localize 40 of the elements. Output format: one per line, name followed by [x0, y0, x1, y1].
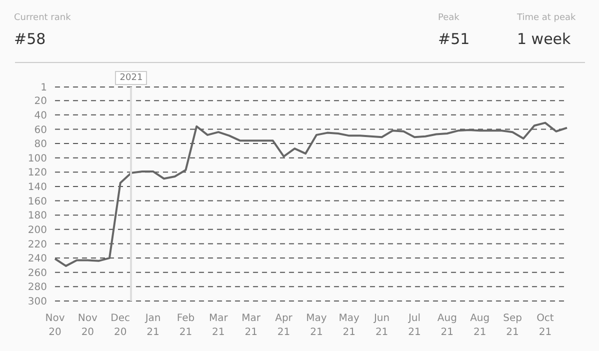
- y-tick-label: 240: [28, 254, 47, 265]
- y-tick-label: 140: [28, 182, 47, 194]
- x-tick-label: Dec 20: [110, 313, 130, 338]
- y-tick-label: 100: [28, 153, 47, 164]
- y-tick-label: 300: [28, 296, 47, 308]
- x-tick-label: Jan 21: [144, 313, 161, 338]
- x-tick-label: May 21: [306, 313, 327, 338]
- y-tick-label: 1: [40, 82, 47, 94]
- text: Current rank: [14, 13, 71, 23]
- line-series: [54, 122, 568, 267]
- y-tick-label: 160: [28, 196, 47, 208]
- y-tick-label: 260: [28, 268, 47, 279]
- x-tick-label: Oct 21: [536, 313, 554, 338]
- y-tick-label: 40: [34, 110, 47, 122]
- x-tick-label: Mar 21: [242, 313, 262, 338]
- x-tick-label: Nov 20: [45, 313, 65, 338]
- text: 1 week: [517, 30, 571, 48]
- x-tick-label: May 21: [338, 313, 360, 338]
- y-tick-label: 280: [28, 282, 47, 294]
- y-tick-label: 200: [28, 224, 47, 236]
- y-tick-label: 180: [28, 210, 47, 222]
- y-tick-label: 60: [34, 124, 47, 136]
- x-tick-label: Nov 20: [78, 313, 98, 338]
- x-tick-label: Jul 21: [407, 313, 421, 338]
- text: 2021: [115, 71, 148, 85]
- y-tick-label: 120: [28, 168, 47, 179]
- text: Peak: [438, 13, 460, 23]
- text: #58: [14, 30, 46, 48]
- text: Time at peak: [517, 13, 576, 23]
- y-tick-label: 20: [34, 96, 47, 108]
- x-tick-label: Aug 21: [470, 313, 490, 338]
- x-tick-label: Mar 21: [208, 313, 229, 338]
- x-tick-label: Sep 21: [503, 313, 522, 338]
- y-tick-label: 220: [28, 239, 47, 250]
- x-tick-label: Feb 21: [176, 313, 195, 338]
- x-tick-label: Aug 21: [437, 313, 457, 338]
- x-tick-label: Jun 21: [372, 313, 390, 338]
- text: #51: [438, 30, 470, 48]
- y-tick-label: 80: [34, 139, 47, 150]
- x-tick-label: Apr 21: [275, 313, 294, 338]
